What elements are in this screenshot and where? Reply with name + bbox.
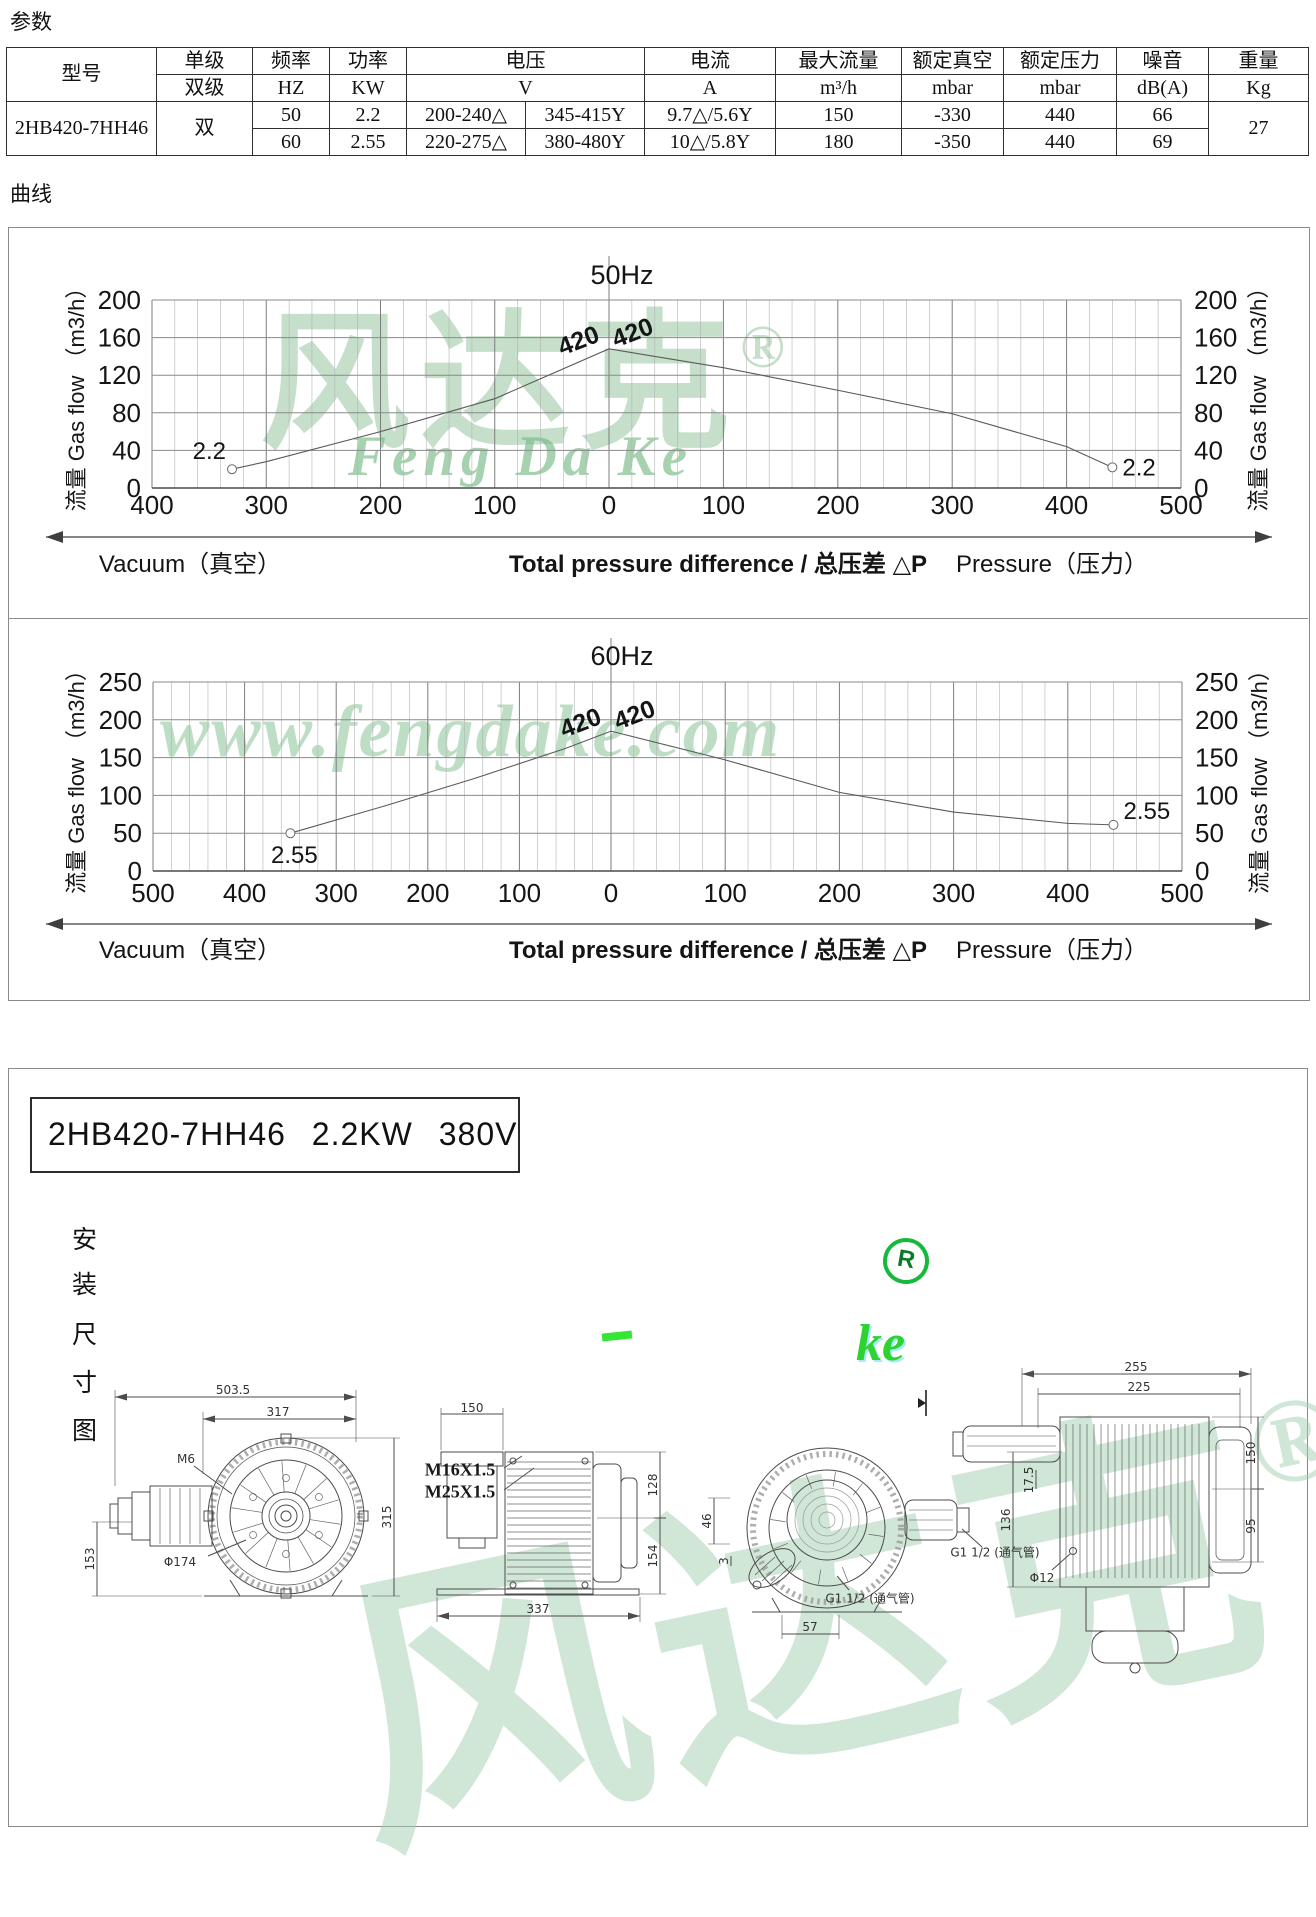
- cell-v2-60: 380-480Y: [525, 128, 645, 156]
- cell-vac-50: -330: [901, 101, 1004, 129]
- table-row: 60 2.55 220-275△ 380-480Y 10△/5.8Y 180 -…: [7, 128, 1309, 156]
- parameters-table: 型号 单级 频率 功率 电压 电流 最大流量 额定真空 额定压力 噪音 重量 双…: [6, 47, 1309, 156]
- unit-a: A: [644, 74, 776, 102]
- cell-noise-50: 66: [1116, 101, 1209, 129]
- dim-label: 503.5: [215, 1383, 251, 1397]
- cell-v1-60: 220-275△: [406, 128, 526, 156]
- unit-v: V: [406, 74, 645, 102]
- dim-label: 317: [266, 1405, 290, 1419]
- dim-label: 128: [646, 1473, 660, 1497]
- dim-label: 255: [1124, 1360, 1148, 1374]
- dim-label: 150: [460, 1401, 484, 1415]
- unit-mbar-pres: mbar: [1003, 74, 1117, 102]
- dim-label: 46: [700, 1513, 714, 1529]
- unit-kw: KW: [329, 74, 407, 102]
- dim-label: 337: [526, 1602, 550, 1616]
- dim-label: 154: [646, 1544, 660, 1568]
- col-header-rated-pressure: 额定压力: [1003, 47, 1117, 75]
- cell-stage: 双: [156, 101, 253, 156]
- side-label-char: 装: [72, 1272, 98, 1299]
- thread-label: M16X1.5: [424, 1459, 496, 1480]
- port-label: G1 1/2 (通气管): [950, 1545, 1040, 1560]
- panel-divider: [8, 618, 1308, 619]
- cell-kw-50: 2.2: [329, 101, 407, 129]
- dim-label: 3: [717, 1557, 731, 1565]
- drawing-title-box: 2HB420-7HH46 2.2KW 380V: [30, 1097, 520, 1173]
- cell-noise-60: 69: [1116, 128, 1209, 156]
- thread-label: M25X1.5: [424, 1481, 496, 1502]
- curves-panel: [8, 227, 1310, 1001]
- cell-vac-60: -350: [901, 128, 1004, 156]
- col-header-maxflow: 最大流量: [775, 47, 902, 75]
- cell-hz-50: 50: [252, 101, 330, 129]
- table-header-row-1: 型号 单级 频率 功率 电压 电流 最大流量 额定真空 额定压力 噪音 重量: [6, 47, 1309, 102]
- col-header-model: 型号: [6, 47, 157, 102]
- dim-label: 136: [999, 1508, 1013, 1532]
- side-label-char: 图: [72, 1418, 98, 1445]
- cell-hz-60: 60: [252, 128, 330, 156]
- dim-label: 315: [380, 1505, 394, 1529]
- col-header-weight: 重量: [1208, 47, 1309, 75]
- col-header-current: 电流: [644, 47, 776, 75]
- cell-pres-50: 440: [1003, 101, 1117, 129]
- side-label-char: 安: [72, 1227, 98, 1254]
- dim-label: Φ12: [1029, 1571, 1055, 1585]
- unit-dba: dB(A): [1116, 74, 1209, 102]
- cell-flow-60: 180: [775, 128, 902, 156]
- cell-v2-50: 345-415Y: [525, 101, 645, 129]
- cell-model: 2HB420-7HH46: [6, 101, 157, 156]
- section-label-parameters: 参数: [10, 10, 52, 34]
- cell-a-50: 9.7△/5.6Y: [644, 101, 776, 129]
- dim-label: M6: [177, 1452, 195, 1466]
- side-label-char: 寸: [72, 1370, 98, 1397]
- dim-label: 225: [1127, 1380, 1151, 1394]
- col-header-stage-single: 单级: [156, 47, 253, 75]
- table-header-row-2: 双级 HZ KW V A m³/h mbar mbar dB(A) Kg: [7, 74, 1309, 102]
- dim-label: 57: [802, 1620, 818, 1634]
- unit-m3h: m³/h: [775, 74, 902, 102]
- unit-kg: Kg: [1208, 74, 1309, 102]
- unit-hz: HZ: [252, 74, 330, 102]
- col-header-frequency: 频率: [252, 47, 330, 75]
- cell-a-60: 10△/5.8Y: [644, 128, 776, 156]
- cell-weight: 27: [1208, 101, 1309, 156]
- col-header-power: 功率: [329, 47, 407, 75]
- side-label-char: 尺: [72, 1322, 98, 1349]
- dim-label: Φ174: [163, 1555, 197, 1569]
- cell-flow-50: 150: [775, 101, 902, 129]
- col-header-voltage: 电压: [406, 47, 645, 75]
- datasheet-page: { "page": { "section_params": "参数", "sec…: [6, 10, 1316, 1895]
- port-label: G1 1/2 (通气管): [825, 1591, 915, 1606]
- cell-v1-50: 200-240△: [406, 101, 526, 129]
- cell-kw-60: 2.55: [329, 128, 407, 156]
- dim-label: 17.5: [1022, 1466, 1036, 1494]
- dim-label: 150: [1244, 1441, 1258, 1465]
- watermark-ke-fragment: ke: [856, 1315, 906, 1372]
- installation-panel: [8, 1068, 1308, 1827]
- unit-mbar-vac: mbar: [901, 74, 1004, 102]
- col-header-stage-double: 双级: [156, 74, 253, 102]
- section-label-curves: 曲线: [10, 182, 52, 206]
- cell-pres-60: 440: [1003, 128, 1117, 156]
- table-row: 2HB420-7HH46 双 50 2.2 200-240△ 345-415Y …: [6, 101, 1309, 156]
- dim-label: 153: [83, 1547, 97, 1571]
- col-header-rated-vacuum: 额定真空: [901, 47, 1004, 75]
- col-header-noise: 噪音: [1116, 47, 1209, 75]
- dim-label: 95: [1244, 1518, 1258, 1534]
